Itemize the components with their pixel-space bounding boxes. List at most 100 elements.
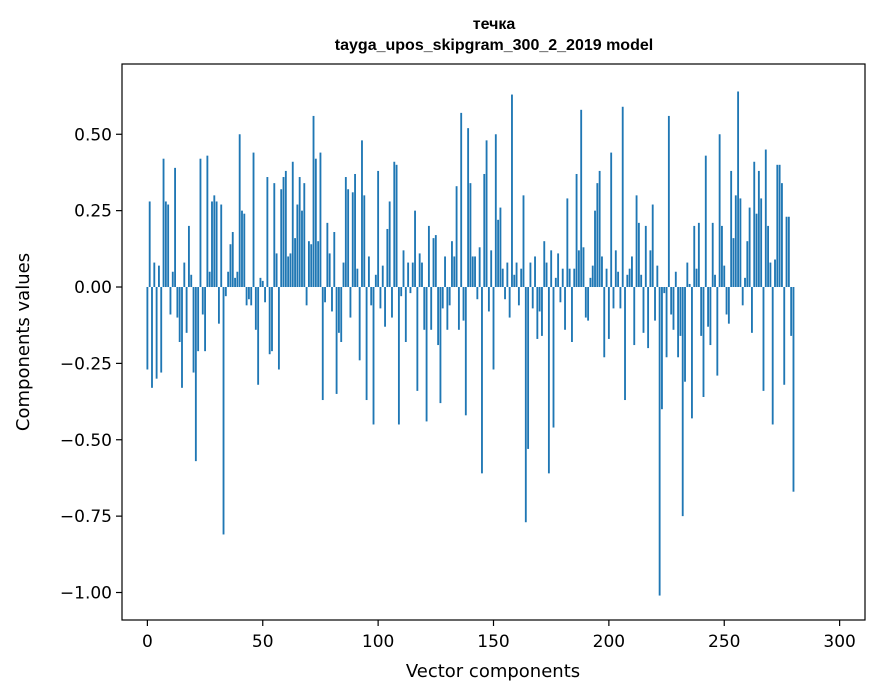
bar: [363, 195, 366, 288]
bar: [607, 287, 610, 339]
bar: [723, 265, 726, 288]
bar: [554, 277, 557, 288]
bar-series: [146, 91, 795, 596]
chart-subtitle: tayga_upos_skipgram_300_2_2019 model: [335, 37, 653, 54]
bar: [566, 198, 569, 288]
x-tick-label: 300: [823, 632, 855, 652]
bar: [474, 256, 476, 288]
bar: [757, 170, 760, 288]
bar: [358, 287, 361, 361]
bar: [400, 287, 403, 297]
bar: [497, 219, 500, 288]
bar: [409, 287, 412, 294]
bar: [746, 241, 749, 288]
bar: [520, 268, 523, 288]
bar: [344, 177, 347, 288]
bar: [437, 287, 440, 346]
bar: [377, 170, 380, 288]
bar: [294, 238, 296, 288]
bar: [594, 210, 596, 288]
bar: [635, 195, 638, 288]
bar: [573, 268, 576, 288]
bar: [372, 287, 375, 425]
bar: [787, 216, 790, 288]
bar: [464, 287, 467, 416]
bar: [536, 287, 539, 339]
bar: [760, 198, 763, 288]
bar: [610, 152, 613, 288]
bar: [439, 287, 442, 404]
bar: [677, 287, 680, 358]
y-tick-label: 0.00: [74, 278, 112, 298]
bar: [654, 287, 656, 321]
bar: [197, 287, 200, 352]
bar: [665, 287, 668, 358]
bar: [257, 287, 260, 385]
bar: [686, 262, 689, 288]
bar: [545, 262, 548, 288]
bar: [499, 207, 502, 288]
bar: [617, 271, 620, 288]
bar: [241, 210, 243, 288]
bar: [744, 277, 746, 288]
bar: [529, 262, 532, 288]
bar: [381, 265, 384, 288]
bar: [365, 287, 368, 401]
bar: [268, 287, 271, 355]
bar: [247, 287, 250, 300]
bar: [552, 287, 555, 428]
bar: [640, 274, 643, 288]
bar: [402, 250, 405, 288]
bar: [543, 241, 546, 288]
bar: [185, 287, 188, 333]
y-axis: 0.50 0.25 0.00 −0.25 −0.50 −0.75 −1.00: [60, 125, 122, 604]
bar: [414, 210, 416, 288]
bar: [522, 195, 525, 288]
y-axis-label: Components values: [13, 253, 34, 431]
bar: [349, 287, 352, 318]
bar: [176, 287, 179, 318]
bar: [658, 287, 661, 596]
bar: [621, 106, 624, 288]
bar: [734, 195, 737, 288]
bar: [531, 287, 534, 309]
bar: [596, 183, 599, 288]
bar: [273, 183, 276, 288]
bar: [432, 238, 435, 288]
bar: [162, 158, 165, 288]
bar: [751, 287, 753, 333]
bar: [211, 201, 213, 288]
bar: [647, 287, 650, 349]
bar: [236, 271, 239, 288]
bar: [663, 287, 666, 294]
bar: [342, 262, 345, 288]
bar: [721, 225, 723, 288]
bar: [277, 287, 280, 370]
bar: [515, 262, 518, 288]
bar: [471, 256, 474, 288]
bar: [448, 287, 451, 306]
bar: [326, 222, 329, 288]
bar: [298, 177, 301, 288]
x-axis: 0 50 100 150 200 250 300: [142, 620, 856, 652]
bar: [444, 256, 446, 288]
bar: [601, 256, 603, 288]
bar: [229, 244, 232, 288]
bar: [331, 287, 333, 312]
bar: [764, 149, 767, 288]
bar: [252, 152, 255, 288]
bar: [171, 271, 174, 288]
bar: [148, 201, 151, 288]
y-tick-label: −0.75: [60, 507, 112, 527]
bar: [425, 287, 428, 422]
bar: [356, 268, 359, 288]
bar: [730, 170, 733, 288]
bar: [153, 262, 156, 288]
bar: [674, 271, 677, 288]
bar: [527, 287, 530, 449]
bar: [333, 232, 336, 288]
bar: [494, 134, 497, 288]
bar: [393, 161, 396, 288]
bar: [557, 253, 560, 288]
bar: [790, 287, 793, 336]
